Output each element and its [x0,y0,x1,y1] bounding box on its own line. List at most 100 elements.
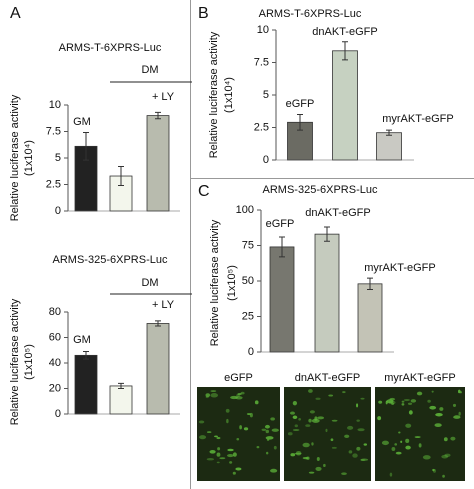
cell [243,427,249,431]
category-label: + LY [152,299,175,311]
y-tick-label: 2.5 [254,121,269,133]
cell [265,429,270,434]
panel-label: B [198,5,209,22]
cell [289,411,295,415]
micrograph [284,387,371,481]
error-bar [83,132,89,161]
y-tick-label: 0 [55,408,61,420]
cell [401,400,405,403]
y-tick-label: 0 [263,154,269,166]
y-tick-label: 0 [55,205,61,217]
cell [378,400,383,404]
cell [457,389,461,394]
cell [344,434,350,439]
cell [290,453,296,457]
bar [74,354,98,415]
cell [206,431,212,433]
cell [239,425,242,430]
cell [216,461,220,464]
cell [395,451,402,455]
cell [418,443,422,448]
cell [246,413,252,415]
cell [398,431,401,434]
cell [386,399,394,404]
cell [266,451,269,455]
y-tick-label: 10 [49,99,61,111]
cell [226,418,229,424]
y-tick-label: 0 [248,346,254,358]
cell [261,428,267,431]
cell [442,474,445,478]
y-tick-label: 10 [257,24,269,36]
cell [444,453,451,457]
cell [266,438,270,441]
cell [216,452,221,457]
cell [229,461,233,464]
chart-title: ARMS-325-6XPRS-Luc [53,254,168,266]
error-bar [118,382,124,389]
group-label: DM [141,64,158,76]
y-tick-label: 5 [263,89,269,101]
bar [332,50,358,161]
cell [227,448,234,452]
category-label: GM [73,116,91,128]
cell [330,438,334,442]
cell [316,457,320,462]
cell [348,450,353,454]
micrograph-label: dnAKT-eGFP [295,372,360,384]
cell [309,410,315,414]
cell [311,418,320,423]
cell [407,402,413,405]
error-bar [118,165,124,187]
cell [356,419,360,422]
cell [199,435,207,440]
y-tick-label: 75 [242,239,254,251]
cell [405,445,411,450]
micrograph-label: myrAKT-eGFP [384,372,456,384]
cell [427,399,431,403]
bar [376,132,402,161]
cell [230,395,238,400]
cell [235,467,242,471]
cell [298,418,301,421]
bar [314,233,340,353]
y-tick-label: 60 [49,331,61,343]
cell [357,428,365,432]
cell [237,392,242,396]
cell [429,405,437,410]
cell [232,452,237,457]
y-tick-label: 7.5 [46,125,61,137]
cell [205,395,209,399]
cell [381,440,389,446]
cell [416,391,423,396]
category-label: eGFP [266,218,295,230]
bar [269,246,295,353]
y-axis-label: Relative luciferase activity [209,219,221,346]
cell [450,436,456,441]
category-label: dnAKT-eGFP [312,26,377,38]
chart-title: ARMS-T-6XPRS-Luc [259,8,362,20]
error-bar [297,114,303,131]
cell [292,400,298,406]
cell [210,393,219,398]
y-tick-label: 20 [49,382,61,394]
y-axis-label: Relative luciferase activity [9,298,21,425]
cell [352,453,358,458]
cell [308,389,313,393]
cell [210,390,217,393]
cell [273,445,277,450]
cell [408,410,413,415]
cell [363,443,368,446]
cell [227,454,234,458]
cell [441,454,449,459]
cell [356,446,361,451]
category-label: GM [73,334,91,346]
cell [422,455,431,460]
y-tick-label: 100 [236,204,254,216]
cell [302,442,310,448]
error-bar [342,41,348,61]
bar [146,115,170,212]
error-bar [324,226,330,242]
cell [360,458,369,461]
